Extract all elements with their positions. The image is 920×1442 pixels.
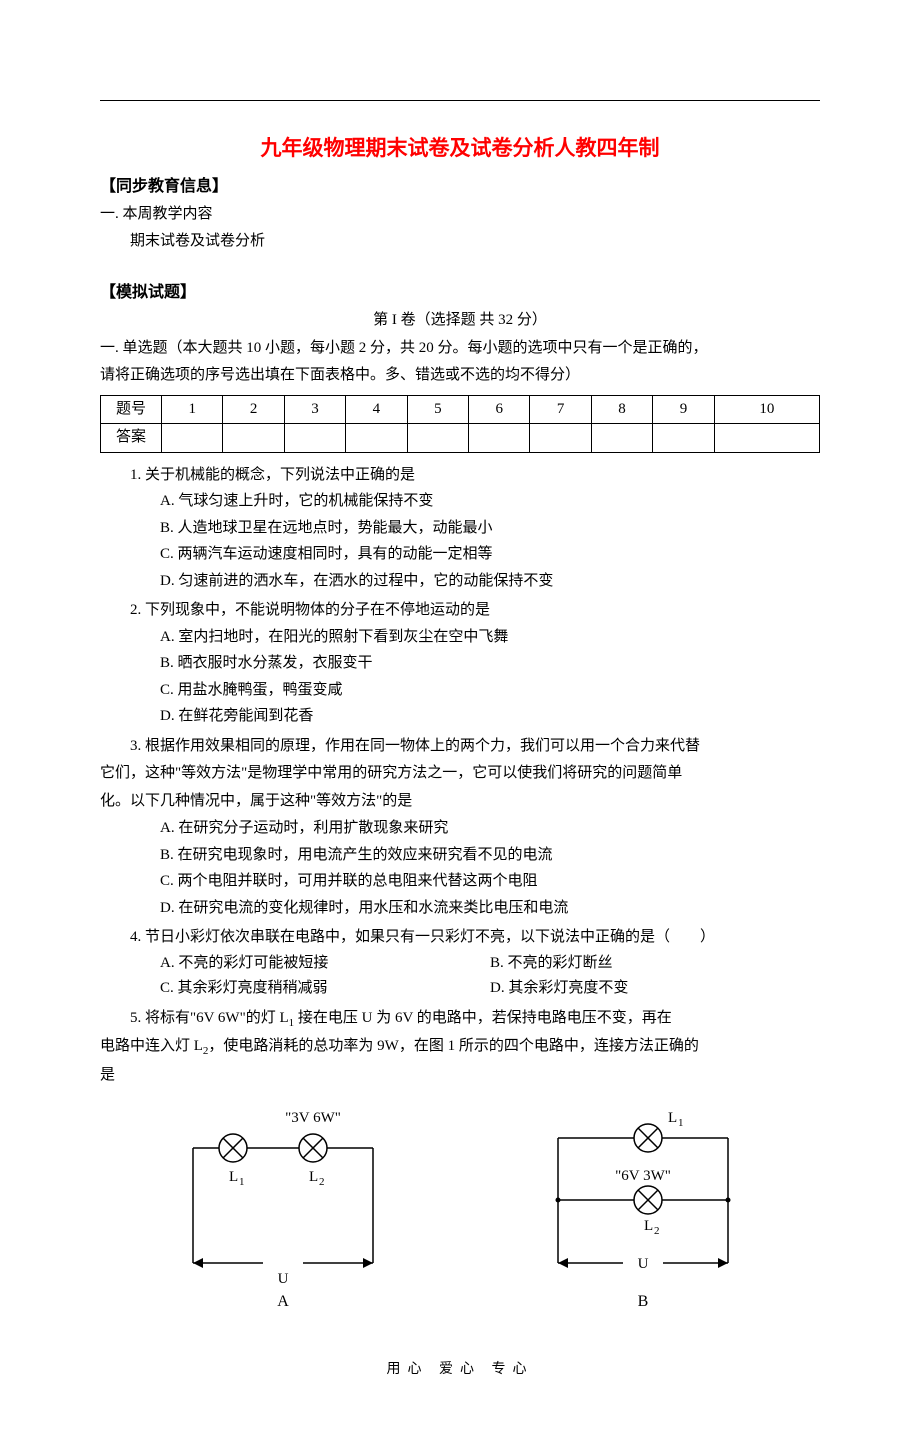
table-rowlabel-1: 题号: [101, 395, 162, 424]
q4-stem: 4. 节日小彩灯依次串联在电路中，如果只有一只彩灯不亮，以下说法中正确的是（ ）: [100, 925, 820, 951]
bracket-heading-1: 【同步教育信息】: [100, 173, 820, 200]
week-content-label: 一. 本周教学内容: [100, 202, 820, 228]
table-header-5: 5: [407, 395, 468, 424]
q5-l2-part1: 电路中连入灯 L: [100, 1038, 203, 1054]
table-cell: [162, 424, 223, 453]
q4-opt-a: A. 不亮的彩灯可能被短接: [160, 951, 490, 977]
top-rule: [100, 100, 820, 101]
table-header-8: 8: [591, 395, 652, 424]
q2-opt-d: D. 在鲜花旁能闻到花香: [100, 704, 820, 730]
q5-l1-part1: 5. 将标有"6V 6W"的灯 L: [130, 1010, 289, 1026]
q3-opt-b: B. 在研究电现象时，用电流产生的效应来研究看不见的电流: [100, 843, 820, 869]
q5-l1-part2: 接在电压 U 为 6V 的电路中，若保持电路电压不变，再在: [294, 1010, 672, 1026]
q2-opt-a: A. 室内扫地时，在阳光的照射下看到灰尘在空中飞舞: [100, 625, 820, 651]
question-4: 4. 节日小彩灯依次串联在电路中，如果只有一只彩灯不亮，以下说法中正确的是（ ）…: [100, 925, 820, 1002]
q4-opt-c: C. 其余彩灯亮度稍稍减弱: [160, 976, 490, 1002]
table-cell: [714, 424, 819, 453]
table-cell: [346, 424, 407, 453]
svg-text:L: L: [644, 1218, 653, 1234]
q3-opt-a: A. 在研究分子运动时，利用扩散现象来研究: [100, 816, 820, 842]
q4-opt-b: B. 不亮的彩灯断丝: [490, 951, 820, 977]
question-5: 5. 将标有"6V 6W"的灯 L1 接在电压 U 为 6V 的电路中，若保持电…: [100, 1006, 820, 1089]
q4-opt-d: D. 其余彩灯亮度不变: [490, 976, 820, 1002]
table-header-3: 3: [284, 395, 345, 424]
table-cell: [407, 424, 468, 453]
q1-opt-b: B. 人造地球卫星在远地点时，势能最大，动能最小: [100, 516, 820, 542]
diagram-b: L 1 "6V 3W" L 2: [528, 1108, 758, 1318]
question-1: 1. 关于机械能的概念，下列说法中正确的是 A. 气球匀速上升时，它的机械能保持…: [100, 463, 820, 595]
svg-text:B: B: [637, 1293, 648, 1308]
q3-stem-l2: 它们，这种"等效方法"是物理学中常用的研究方法之一，它可以使我们将研究的问题简单: [100, 761, 820, 787]
table-cell: [223, 424, 284, 453]
q2-opt-c: C. 用盐水腌鸭蛋，鸭蛋变咸: [100, 678, 820, 704]
question-2: 2. 下列现象中，不能说明物体的分子在不停地运动的是 A. 室内扫地时，在阳光的…: [100, 598, 820, 730]
single-choice-instr-l2: 请将正确选项的序号选出填在下面表格中。多、错选或不选的均不得分）: [100, 363, 820, 389]
table-cell: [530, 424, 591, 453]
svg-text:U: U: [637, 1256, 648, 1272]
svg-text:U: U: [277, 1271, 288, 1287]
q2-opt-b: B. 晒衣服时水分蒸发，衣服变干: [100, 651, 820, 677]
q1-opt-c: C. 两辆汽车运动速度相同时，具有的动能一定相等: [100, 542, 820, 568]
q1-opt-a: A. 气球匀速上升时，它的机械能保持不变: [100, 489, 820, 515]
answer-table: 题号 1 2 3 4 5 6 7 8 9 10 答案: [100, 395, 820, 453]
svg-text:L: L: [229, 1169, 238, 1185]
q5-stem-l3: 是: [100, 1063, 820, 1089]
diagram-a: "3V 6W": [163, 1108, 403, 1318]
svg-text:L: L: [309, 1169, 318, 1185]
q5-stem-l2: 电路中连入灯 L2，使电路消耗的总功率为 9W，在图 1 所示的四个电路中，连接…: [100, 1034, 820, 1061]
svg-text:1: 1: [239, 1176, 245, 1188]
table-header-1: 1: [162, 395, 223, 424]
svg-text:1: 1: [678, 1117, 684, 1129]
q5-l2-part2: ，使电路消耗的总功率为 9W，在图 1 所示的四个电路中，连接方法正确的: [208, 1038, 698, 1054]
svg-text:"6V 3W": "6V 3W": [615, 1168, 671, 1184]
bracket-heading-2: 【模拟试题】: [100, 279, 820, 306]
table-header-10: 10: [714, 395, 819, 424]
table-header-7: 7: [530, 395, 591, 424]
page-footer: 用心 爱心 专心: [100, 1358, 820, 1382]
q5-stem-l1: 5. 将标有"6V 6W"的灯 L1 接在电压 U 为 6V 的电路中，若保持电…: [100, 1006, 820, 1033]
svg-text:2: 2: [319, 1176, 325, 1188]
table-cell: [284, 424, 345, 453]
svg-text:2: 2: [654, 1225, 660, 1237]
q2-stem: 2. 下列现象中，不能说明物体的分子在不停地运动的是: [100, 598, 820, 624]
question-3: 3. 根据作用效果相同的原理，作用在同一物体上的两个力，我们可以用一个合力来代替…: [100, 734, 820, 922]
table-cell: [653, 424, 714, 453]
table-cell: [469, 424, 530, 453]
week-content-body: 期末试卷及试卷分析: [100, 229, 820, 255]
doc-title: 九年级物理期末试卷及试卷分析人教四年制: [100, 131, 820, 167]
svg-text:L: L: [668, 1110, 677, 1126]
svg-text:A: A: [277, 1293, 289, 1308]
single-choice-instr-l1: 一. 单选题（本大题共 10 小题，每小题 2 分，共 20 分。每小题的选项中…: [100, 336, 820, 362]
table-header-9: 9: [653, 395, 714, 424]
table-header-2: 2: [223, 395, 284, 424]
svg-text:"3V 6W": "3V 6W": [285, 1110, 341, 1126]
q3-opt-c: C. 两个电阻并联时，可用并联的总电阻来代替这两个电阻: [100, 869, 820, 895]
paper1-caption: 第 I 卷（选择题 共 32 分）: [100, 308, 820, 334]
q3-opt-d: D. 在研究电流的变化规律时，用水压和水流来类比电压和电流: [100, 896, 820, 922]
q1-stem: 1. 关于机械能的概念，下列说法中正确的是: [100, 463, 820, 489]
q3-stem-l3: 化。以下几种情况中，属于这种"等效方法"的是: [100, 789, 820, 815]
table-header-6: 6: [469, 395, 530, 424]
q1-opt-d: D. 匀速前进的洒水车，在洒水的过程中，它的动能保持不变: [100, 569, 820, 595]
diagram-row: "3V 6W": [100, 1108, 820, 1318]
q3-stem-l1: 3. 根据作用效果相同的原理，作用在同一物体上的两个力，我们可以用一个合力来代替: [100, 734, 820, 760]
table-rowlabel-2: 答案: [101, 424, 162, 453]
table-header-4: 4: [346, 395, 407, 424]
table-cell: [591, 424, 652, 453]
